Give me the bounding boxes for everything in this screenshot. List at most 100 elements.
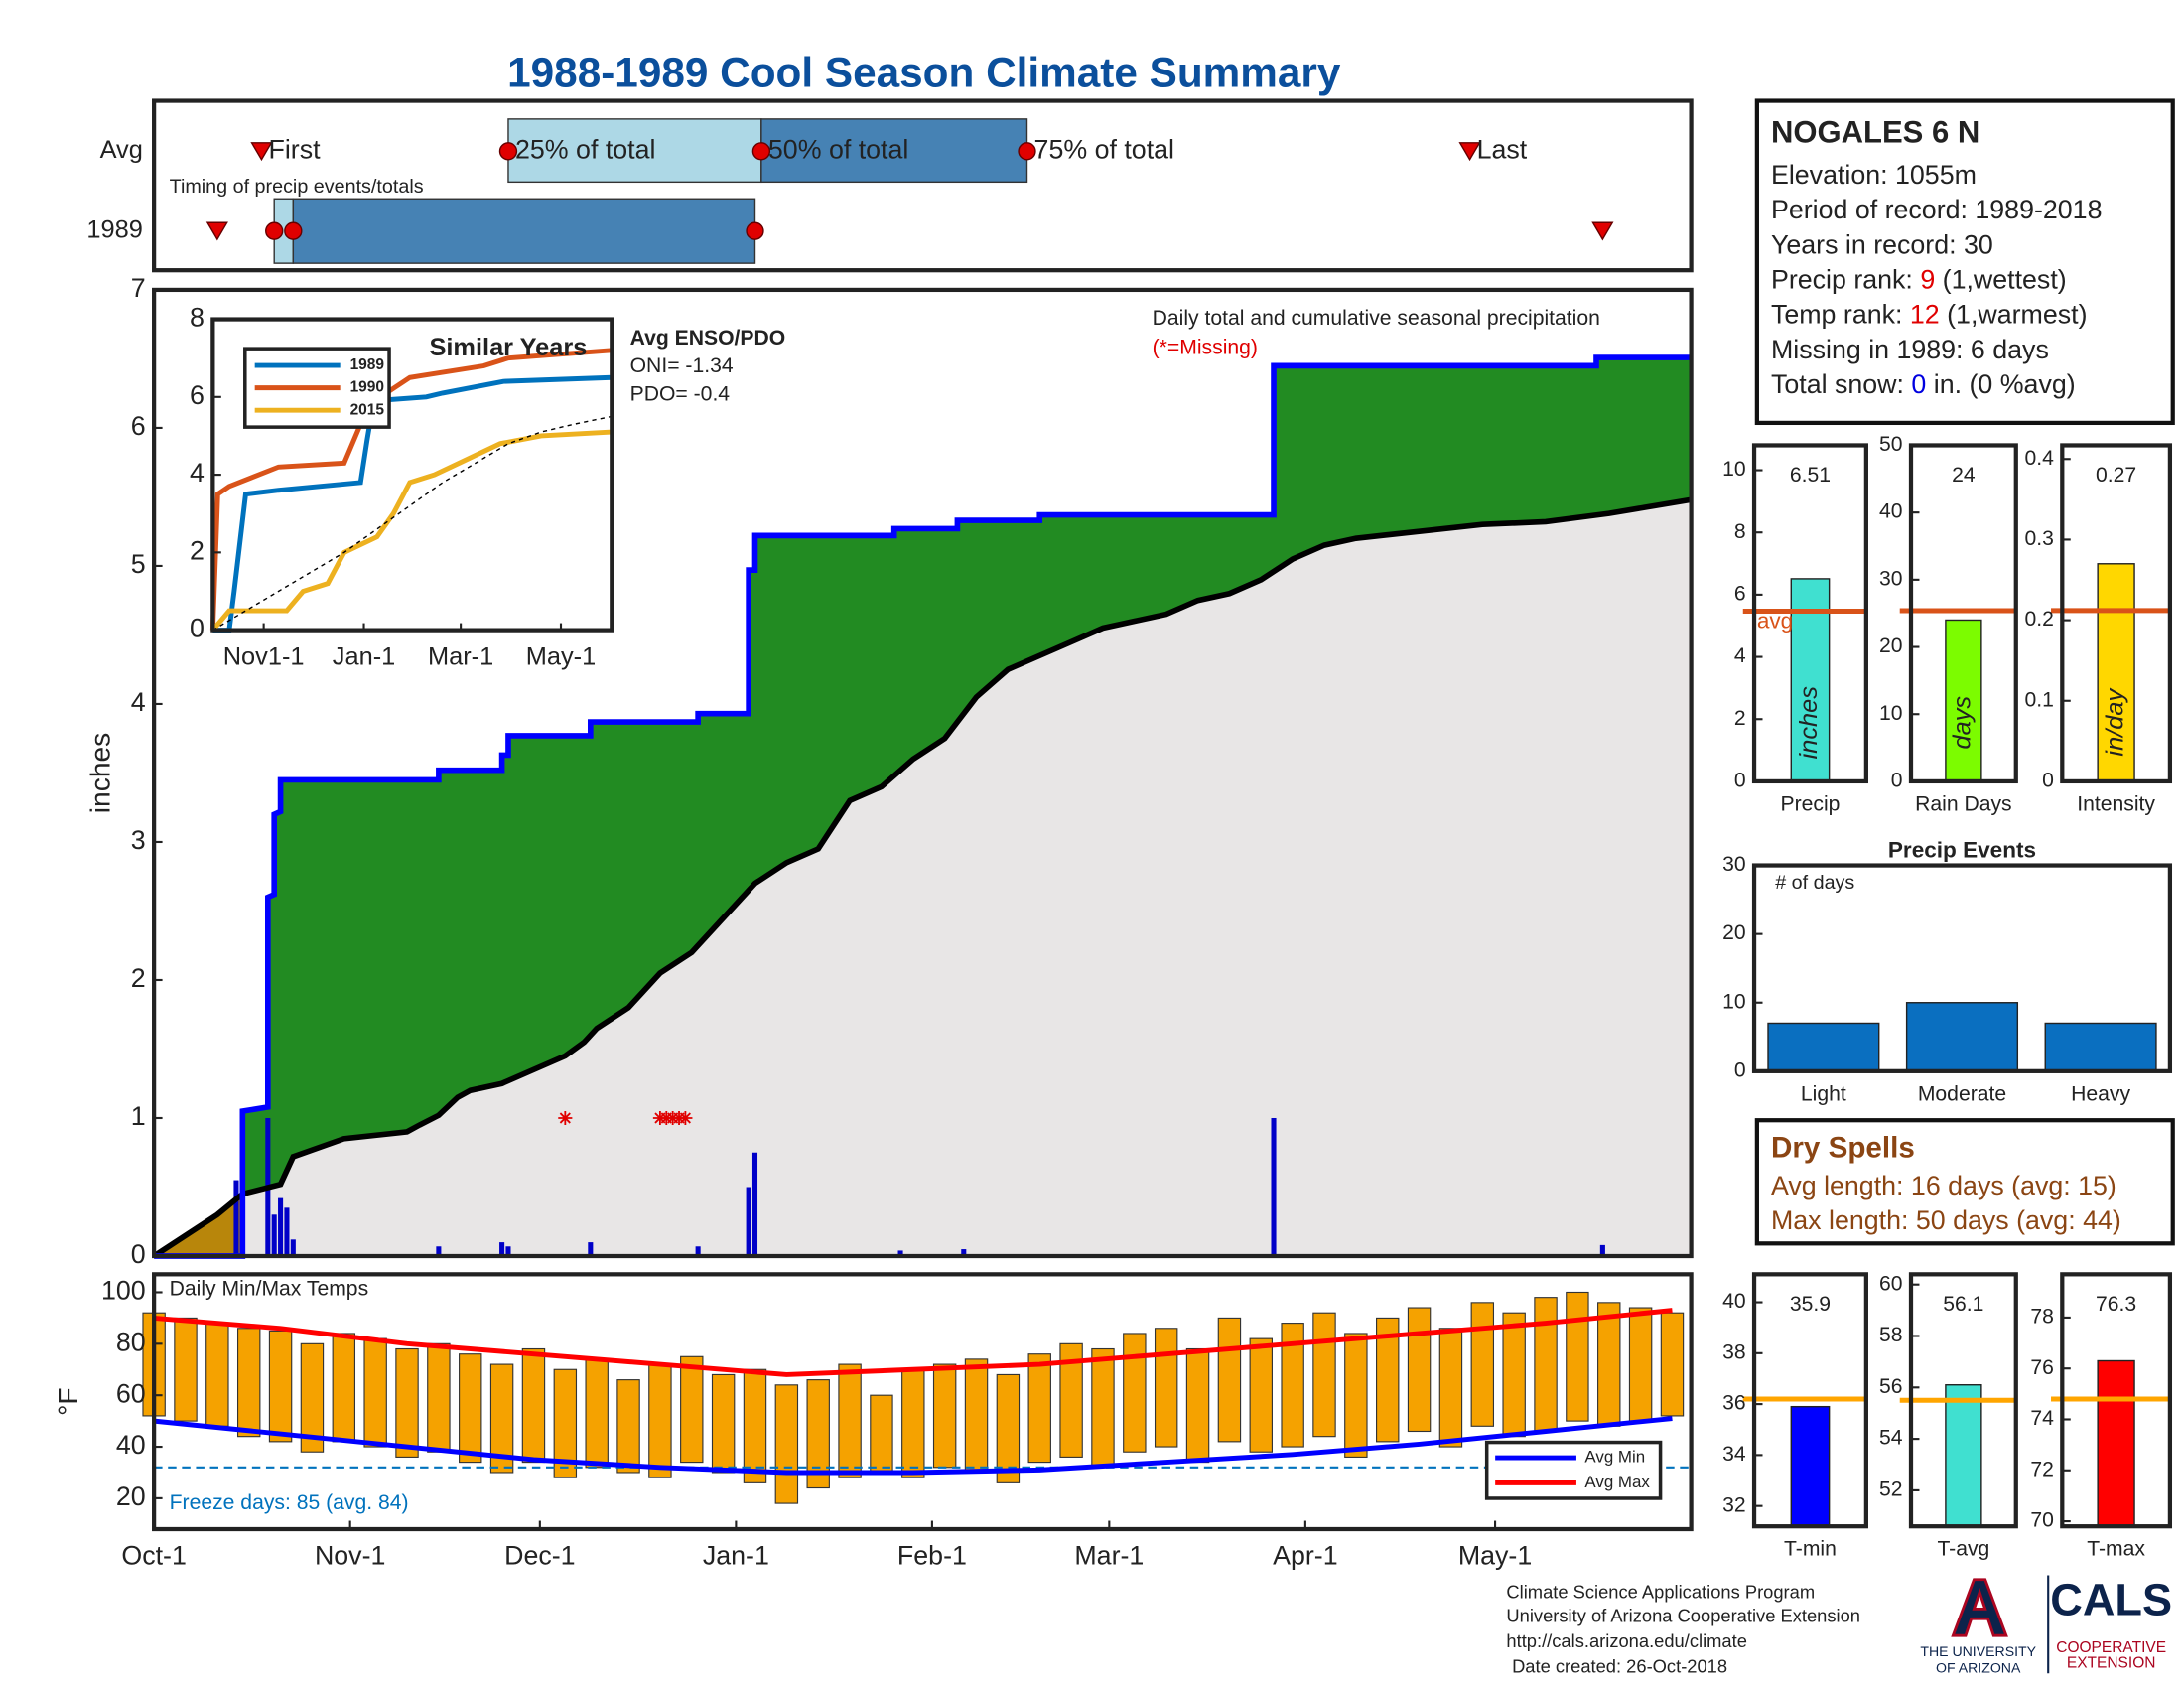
frame [152,1272,1694,1532]
temp-bar [901,1368,925,1478]
y-tick-label: 50 [1879,433,1903,456]
frame [210,317,614,633]
annotation: ONI= -1.34 [630,354,734,377]
y-tick-label: 76 [2030,1356,2054,1379]
temp-bar [1470,1302,1495,1427]
temp-bar [363,1337,387,1448]
y-tick-label: 0.1 [2024,688,2053,711]
unit-label: days [1949,696,1977,750]
y-tick-label: 20 [1722,921,1746,944]
station-line: Elevation: 1055m [1771,160,1977,190]
category-label: Precip [1780,792,1840,815]
temp-bar [553,1368,578,1478]
row-label: 1989 [86,215,142,243]
daily-bar [751,1152,758,1257]
y-tick-label: 4 [1734,644,1746,667]
timing-marker [1458,142,1481,162]
bar [1905,1002,2019,1072]
dry-frame [1754,1118,2175,1246]
timing-marker [751,142,771,161]
y-tick-label: 60 [1879,1272,1903,1295]
y-tick-label: 100 [101,1276,146,1306]
annotation: Daily total and cumulative seasonal prec… [1153,307,1600,330]
legend-label: Avg Max [1584,1473,1650,1491]
y-tick-label: 38 [1722,1340,1746,1363]
y-tick-label: 0.4 [2024,447,2054,470]
timing-marker [1018,142,1036,161]
bar [1790,1405,1831,1527]
legend-label: Avg Min [1584,1448,1645,1467]
temp-bar [1185,1347,1210,1464]
point-label: Last [1477,134,1528,164]
x-tick-label: Nov1-1 [223,643,305,671]
timing-marker [1591,221,1614,241]
x-tick-label: Jan-1 [333,643,395,671]
value-label: 24 [1952,464,1976,487]
temp-bar [743,1368,767,1483]
avg-temp-line [153,1416,1673,1476]
y-tick-label: 40 [116,1430,146,1460]
note: (1,warmest) [1947,300,2087,330]
daily-bar [505,1246,511,1257]
y-tick-label: 32 [1722,1493,1746,1516]
y-tick-label: 8 [1734,520,1746,543]
temp-bar [236,1328,261,1438]
temp-bar [1566,1291,1589,1422]
rank: 9 [1920,265,1935,295]
inset-line [209,348,613,631]
x-tick-label: Nov-1 [315,1540,385,1570]
station-line: Missing in 1989: 6 days [1771,335,2049,364]
temp-bar [774,1384,799,1504]
bar [2097,1359,2135,1527]
timing-marker [205,221,228,241]
station-line: Precip rank: 9 (1,wettest) [1771,265,2067,295]
temp-bar [1660,1312,1685,1417]
y-tick-label: 0 [1891,770,1903,792]
temp-bar [806,1379,830,1489]
logo-text: EXTENSION [2067,1654,2156,1671]
timing-marker [284,221,303,240]
y-tick-label: 80 [116,1327,146,1356]
y-tick-label: 30 [1879,567,1903,590]
daily-bar [588,1242,594,1257]
temp-bar [1534,1297,1558,1433]
value-label: 0.27 [2096,464,2136,487]
y-tick-label: 4 [190,458,205,488]
daily-bar [695,1246,701,1257]
station-line: Years in record: 30 [1771,229,1993,259]
inset-line [210,429,613,633]
y-tick-label: 36 [1722,1392,1746,1415]
avg-cumulative-line [152,496,1693,1259]
y-tick-label: 0.2 [2024,608,2053,631]
point-label: First [269,134,322,164]
y-tick-label: 20 [1879,634,1903,657]
y-tick-label: 4 [131,687,146,717]
daily-bar [1599,1244,1605,1257]
daily-bar [271,1214,277,1257]
temp-bar [964,1358,989,1474]
y-tick-label: 0 [190,614,205,643]
daily-bar [897,1250,903,1257]
y-tick-label: 0 [1734,1058,1746,1081]
bar [2044,1022,2157,1072]
daily-bar [278,1197,284,1257]
y-tick-label: 2 [1734,707,1746,730]
temp-bar [1027,1353,1051,1464]
temp-bar [1597,1302,1621,1427]
avg-label: avg [1757,609,1793,633]
temp-bar [521,1347,546,1464]
temp-bar [1091,1347,1115,1469]
y-axis-label: inches [83,733,115,813]
y-tick-label: 3 [131,825,146,855]
y-tick-label: 70 [2030,1509,2054,1532]
frame [1751,863,2173,1073]
temp-bar [1249,1337,1273,1453]
annotation: Timing of precip events/totals [170,176,424,198]
temp-bar [1438,1328,1463,1448]
missing-label: (*=Missing) [1153,337,1258,359]
frame [152,98,1694,273]
temp-bar [205,1323,229,1427]
y-tick-label: 10 [1722,990,1746,1013]
